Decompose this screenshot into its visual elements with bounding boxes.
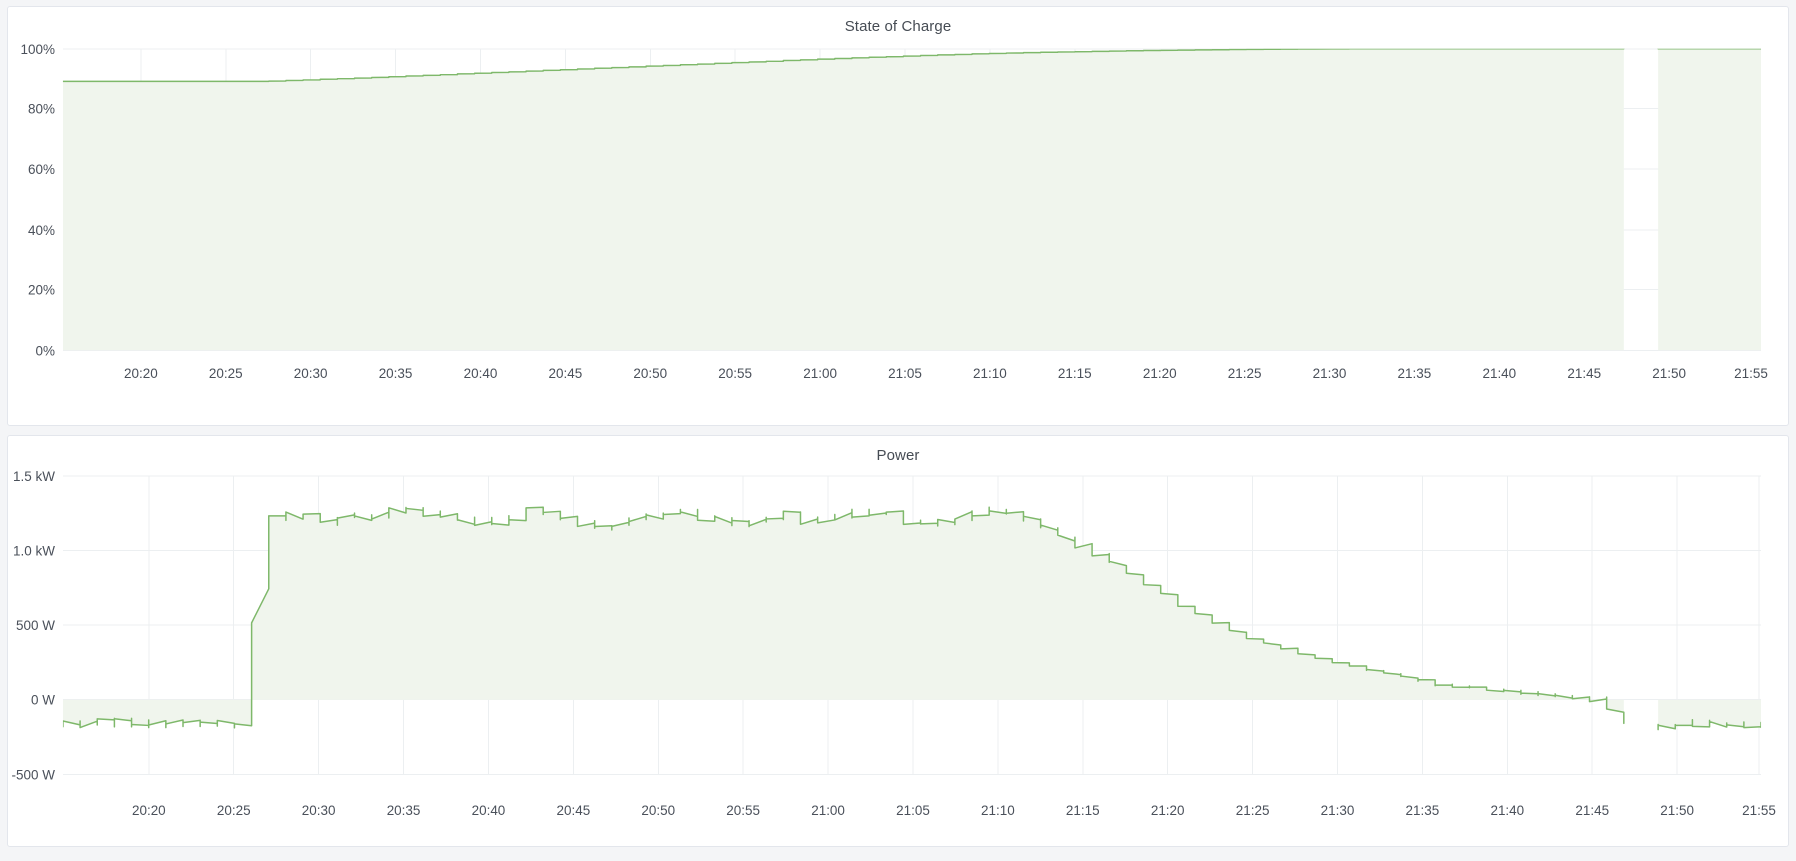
x-tick-power-9: 21:05 — [896, 803, 930, 818]
y-tick-soc-20: 20% — [28, 283, 55, 298]
x-tick-soc-16: 21:40 — [1482, 366, 1516, 381]
x-tick-power-18: 21:50 — [1660, 803, 1694, 818]
x-tick-power-6: 20:50 — [641, 803, 675, 818]
x-axis-labels-soc: 20:20 20:25 20:30 20:35 20:40 20:45 20:5… — [124, 366, 1768, 381]
x-tick-soc-4: 20:40 — [464, 366, 498, 381]
x-tick-power-13: 21:25 — [1236, 803, 1270, 818]
x-tick-soc-18: 21:50 — [1652, 366, 1686, 381]
panel-state-of-charge[interactable]: State of Charge — [7, 6, 1789, 426]
x-tick-power-1: 20:25 — [217, 803, 251, 818]
series-area-power — [62, 507, 1762, 730]
x-tick-power-14: 21:30 — [1321, 803, 1355, 818]
x-tick-soc-13: 21:25 — [1228, 366, 1262, 381]
x-tick-soc-9: 21:05 — [888, 366, 922, 381]
y-tick-power-1500: 1.5 kW — [13, 469, 55, 484]
y-tick-power-1000: 1.0 kW — [13, 543, 55, 558]
x-tick-power-2: 20:30 — [302, 803, 336, 818]
x-tick-power-16: 21:40 — [1490, 803, 1524, 818]
x-tick-soc-1: 20:25 — [209, 366, 243, 381]
x-tick-soc-3: 20:35 — [379, 366, 413, 381]
x-tick-soc-5: 20:45 — [549, 366, 583, 381]
x-tick-soc-19: 21:55 — [1734, 366, 1768, 381]
x-tick-soc-15: 21:35 — [1398, 366, 1432, 381]
x-tick-power-4: 20:40 — [472, 803, 506, 818]
y-tick-power-0: 0 W — [31, 693, 55, 708]
x-tick-soc-11: 21:15 — [1058, 366, 1092, 381]
series-group-soc — [62, 48, 1762, 351]
series-group-power — [62, 506, 1762, 731]
y-tick-soc-60: 60% — [28, 162, 55, 177]
x-tick-power-8: 21:00 — [811, 803, 845, 818]
x-tick-soc-17: 21:45 — [1567, 366, 1601, 381]
x-tick-power-11: 21:15 — [1066, 803, 1100, 818]
x-tick-soc-10: 21:10 — [973, 366, 1007, 381]
x-tick-power-17: 21:45 — [1575, 803, 1609, 818]
chart-power[interactable]: 1.5 kW 1.0 kW 500 W 0 W -500 W 20:20 20:… — [8, 436, 1788, 846]
series-line-soc — [62, 48, 1762, 83]
x-tick-power-10: 21:10 — [981, 803, 1015, 818]
panel-title-power: Power — [876, 447, 920, 464]
chart-state-of-charge[interactable]: 100% 80% 60% 40% 20% 0% 20:20 20:25 20:3… — [8, 7, 1788, 425]
plot-area-power[interactable]: 1.5 kW 1.0 kW 500 W 0 W -500 W 20:20 20:… — [8, 436, 1788, 846]
x-tick-power-0: 20:20 — [132, 803, 166, 818]
x-tick-power-7: 20:55 — [726, 803, 760, 818]
x-tick-soc-12: 21:20 — [1143, 366, 1177, 381]
x-tick-soc-14: 21:30 — [1313, 366, 1347, 381]
x-tick-power-3: 20:35 — [387, 803, 421, 818]
x-tick-soc-7: 20:55 — [718, 366, 752, 381]
y-tick-power-500: 500 W — [16, 618, 55, 633]
x-axis-labels-power: 20:20 20:25 20:30 20:35 20:40 20:45 20:5… — [132, 803, 1776, 818]
x-tick-soc-0: 20:20 — [124, 366, 158, 381]
y-tick-soc-100: 100% — [20, 42, 55, 57]
y-tick-soc-0: 0% — [35, 343, 55, 358]
series-line-power — [62, 506, 1762, 731]
y-tick-power-n500: -500 W — [12, 767, 56, 782]
y-tick-soc-40: 40% — [28, 223, 55, 238]
y-axis-labels-power: 1.5 kW 1.0 kW 500 W 0 W -500 W — [12, 469, 56, 783]
y-axis-labels-soc: 100% 80% 60% 40% 20% 0% — [20, 42, 55, 359]
x-tick-power-5: 20:45 — [557, 803, 591, 818]
plot-area-state-of-charge[interactable]: 100% 80% 60% 40% 20% 0% 20:20 20:25 20:3… — [8, 7, 1788, 425]
x-tick-soc-8: 21:00 — [803, 366, 837, 381]
panel-title-state-of-charge: State of Charge — [844, 18, 952, 35]
x-tick-soc-6: 20:50 — [633, 366, 667, 381]
panel-power[interactable]: Power — [7, 435, 1789, 847]
y-tick-soc-80: 80% — [28, 102, 55, 117]
x-tick-soc-2: 20:30 — [294, 366, 328, 381]
series-area-soc — [62, 48, 1762, 351]
x-tick-power-19: 21:55 — [1742, 803, 1776, 818]
x-tick-power-12: 21:20 — [1151, 803, 1185, 818]
x-tick-power-15: 21:35 — [1406, 803, 1440, 818]
